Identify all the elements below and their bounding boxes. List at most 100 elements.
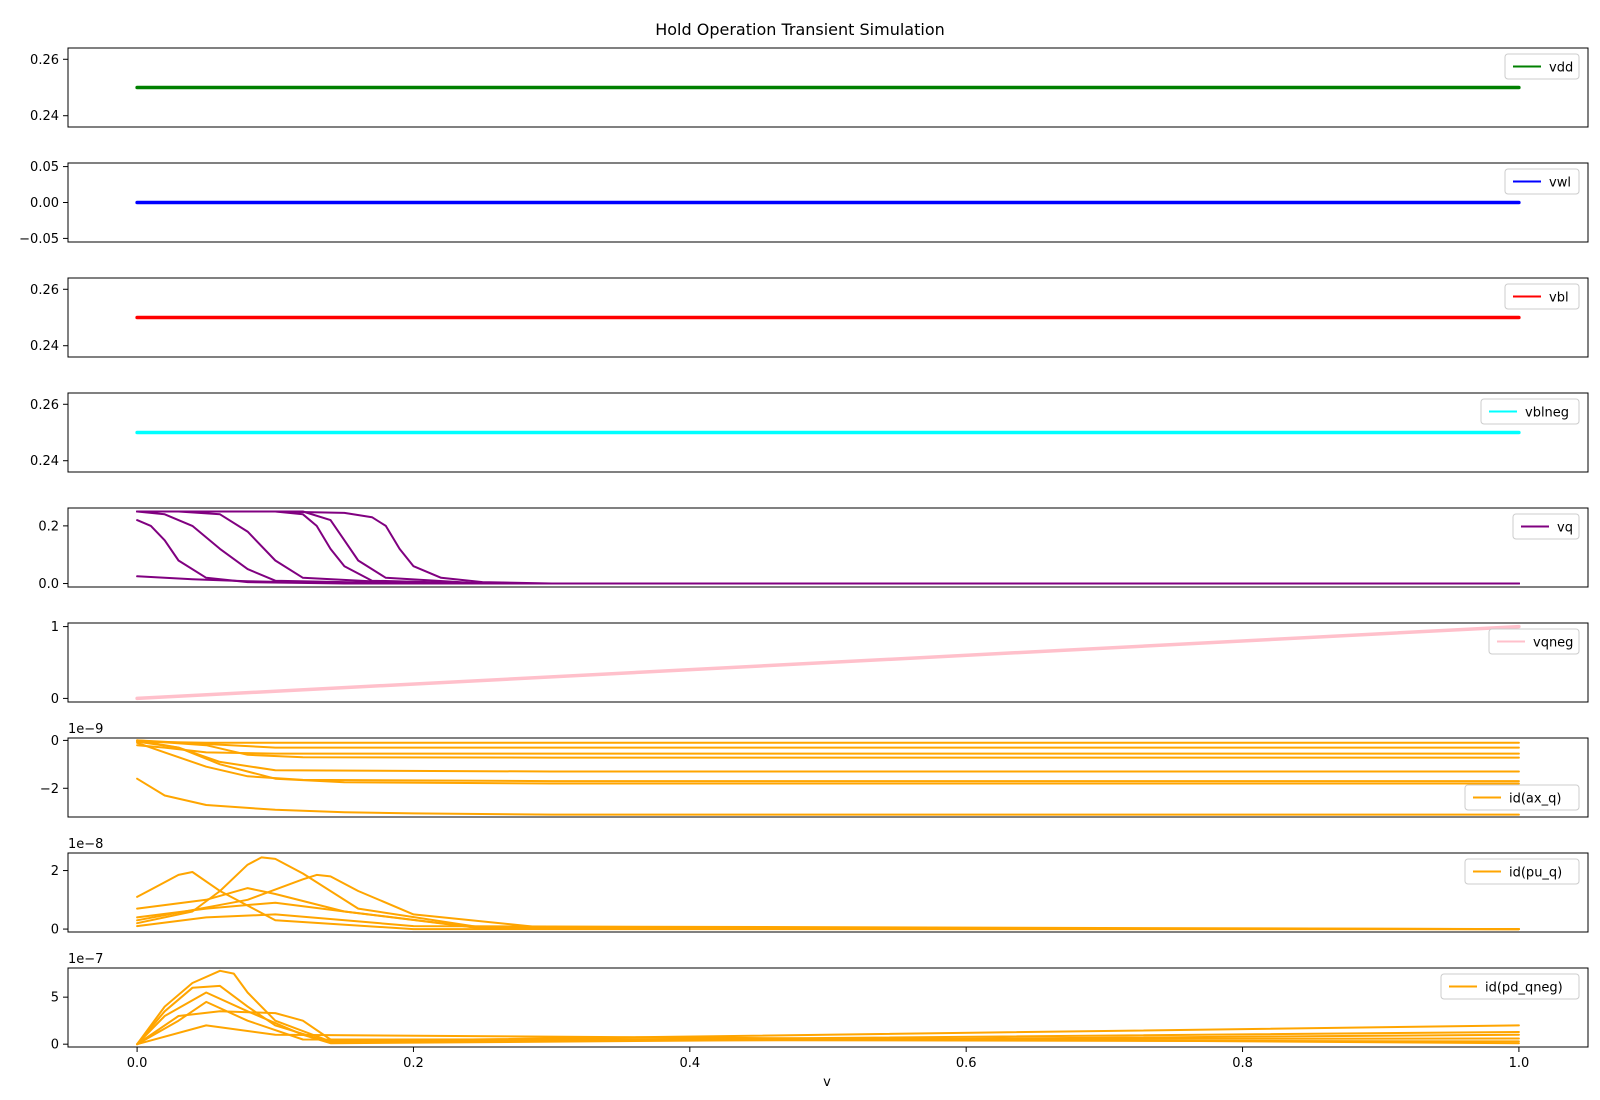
axes-frame: [67, 392, 1589, 473]
y-tick-label: 0.00: [30, 196, 59, 211]
legend-box: [1504, 53, 1580, 80]
legend-box: [1504, 283, 1580, 310]
series-line: [136, 510, 1520, 585]
series-line: [135, 624, 1521, 701]
legend-label: id(pd_qneg): [1485, 981, 1563, 996]
axes-frame: [67, 852, 1589, 933]
y-tick-label: −0.05: [19, 232, 59, 247]
subplot-vwl: −0.05 0.00 0.05 vwl: [19, 160, 1589, 247]
series-line: [136, 1024, 1520, 1046]
y-offset-label: 1e−9: [68, 722, 103, 737]
series-group: [136, 969, 1520, 1046]
legend-label: vq: [1557, 521, 1573, 536]
legend: vdd: [1504, 53, 1580, 80]
axes-frame: [67, 47, 1589, 128]
series-line: [136, 856, 1520, 931]
y-tick-label: 0: [51, 734, 59, 749]
series-line: [136, 739, 1520, 773]
legend-box: [1504, 168, 1580, 195]
series-line: [136, 510, 1520, 585]
legend-label: vblneg: [1525, 406, 1569, 421]
x-tick-label: 0.6: [956, 1056, 977, 1071]
series-line: [136, 744, 1520, 755]
y-tick-label: 0.2: [38, 519, 59, 534]
series-line: [136, 913, 1520, 931]
series-group: [136, 510, 1520, 585]
y-tick-label: 0: [51, 923, 59, 938]
legend: id(pu_q): [1464, 858, 1580, 885]
y-tick-label: 0.24: [30, 454, 59, 469]
y-tick-label: 0.0: [38, 577, 59, 592]
x-tick-label: 0.4: [679, 1056, 700, 1071]
legend-box: [1440, 973, 1580, 1000]
legend-label: vwl: [1549, 176, 1571, 191]
subplot-id-pu-q: 0 2 1e−8 id(pu_q): [51, 837, 1589, 938]
legend: vwl: [1504, 168, 1580, 195]
series-group: [136, 739, 1520, 816]
series-line: [136, 510, 1520, 585]
series-line: [136, 741, 1520, 783]
series-line: [136, 510, 1520, 585]
y-tick-label: 0.26: [30, 53, 59, 68]
y-tick-label: 1: [51, 620, 59, 635]
x-tick-label: 0.8: [1232, 1056, 1253, 1071]
subplot-stack: 0.240.26vdd−0.050.000.05vwl0.240.26vbl0.…: [19, 47, 1589, 1071]
y-offset-label: 1e−8: [68, 837, 103, 852]
series-line: [136, 901, 1520, 931]
series-group: [136, 856, 1520, 931]
legend: id(ax_q): [1464, 784, 1580, 811]
axes-frame: [67, 737, 1589, 818]
subplot-id-ax-q: −2 0 1e−9 id(ax_q): [40, 722, 1589, 818]
y-tick-label: 0.26: [30, 398, 59, 413]
legend: vq: [1512, 513, 1580, 540]
series-line: [136, 887, 1520, 931]
x-tick-label: 1.0: [1509, 1056, 1530, 1071]
series-line: [136, 510, 1520, 585]
legend-label: vdd: [1549, 61, 1573, 76]
series-line: [136, 575, 1520, 585]
series-line: [136, 871, 1520, 931]
y-tick-label: 0: [51, 692, 59, 707]
axes-frame: [67, 622, 1589, 703]
axes-frame: [67, 507, 1589, 588]
legend-box: [1464, 858, 1580, 885]
series-line: [136, 777, 1520, 816]
series-line: [136, 740, 1520, 744]
legend-box: [1488, 628, 1580, 655]
subplot-vbl: 0.24 0.26 vbl: [30, 277, 1589, 358]
series-line: [136, 519, 1520, 585]
y-tick-label: 2: [51, 864, 59, 879]
axes-frame: [67, 277, 1589, 358]
legend: vbl: [1504, 283, 1580, 310]
subplot-vq: 0.0 0.2 vq: [38, 507, 1589, 592]
y-tick-label: 0.24: [30, 109, 59, 124]
series-line: [136, 1000, 1520, 1046]
legend-label: id(ax_q): [1509, 792, 1561, 807]
axes-frame: [67, 967, 1589, 1048]
legend: id(pd_qneg): [1440, 973, 1580, 1000]
subplot-vdd: 0.24 0.26 vdd: [30, 47, 1589, 128]
x-axis-label: v: [823, 1075, 831, 1090]
x-tick-label: 0.0: [127, 1056, 148, 1071]
subplot-id-pd-qneg: 0 5 1e−7 id(pd_qneg) 0.0 0.2 0.4 0.6 0.8 1.0: [51, 952, 1589, 1071]
legend-label: id(pu_q): [1509, 866, 1562, 881]
subplot-vqneg: 0 1 vqneg: [51, 620, 1589, 707]
legend: vqneg: [1488, 628, 1580, 655]
y-tick-label: 0.05: [30, 160, 59, 175]
y-tick-label: 5: [51, 991, 59, 1006]
y-tick-label: 0.26: [30, 283, 59, 298]
y-tick-label: −2: [40, 782, 59, 797]
x-tick-label: 0.2: [403, 1056, 424, 1071]
y-offset-label: 1e−7: [68, 952, 103, 967]
legend-box: [1480, 398, 1580, 425]
series-group: [135, 624, 1521, 701]
chart-title: Hold Operation Transient Simulation: [655, 20, 945, 39]
legend-label: vqneg: [1533, 636, 1573, 651]
legend-label: vbl: [1549, 291, 1569, 306]
y-tick-label: 0.24: [30, 339, 59, 354]
y-tick-label: 0: [51, 1038, 59, 1053]
legend-box: [1464, 784, 1580, 811]
series-line: [136, 991, 1520, 1046]
subplot-vblneg: 0.24 0.26 vblneg: [30, 392, 1589, 473]
